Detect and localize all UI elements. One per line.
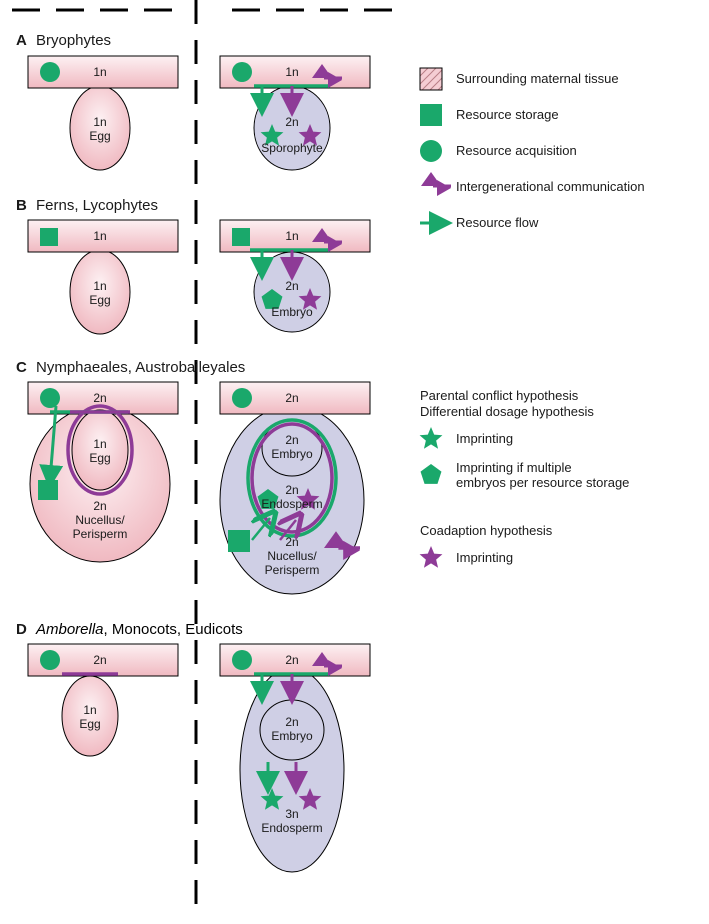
resource-acquisition-icon [232, 388, 252, 408]
legend-heading: Coadaption hypothesis [420, 523, 553, 538]
tissue-label: 2n [93, 499, 106, 513]
resource-acquisition-icon [40, 650, 60, 670]
tissue-label: 1n [93, 115, 106, 129]
tissue-label: Embryo [271, 729, 313, 743]
tissue-label: Perisperm [265, 563, 320, 577]
legend-row: Imprinting [420, 427, 513, 449]
legend-label: embryos per resource storage [456, 475, 629, 490]
tissue-label: Embryo [271, 447, 313, 461]
legend-row: Surrounding maternal tissue [420, 68, 619, 90]
legend-label: Intergenerational communication [456, 179, 645, 194]
resource-storage-icon [420, 104, 442, 126]
ploidy-label: 2n [93, 653, 106, 667]
legend-label: Resource acquisition [456, 143, 577, 158]
legend-label: Surrounding maternal tissue [456, 71, 619, 86]
panel-B-title: Ferns, Lycophytes [36, 197, 158, 214]
resource-storage-icon [40, 228, 58, 246]
panel-B-letter: B [16, 197, 27, 214]
maternal-tissue-icon [420, 68, 442, 90]
ploidy-label: 2n [93, 391, 106, 405]
legend-label: Imprinting [456, 431, 513, 446]
tissue-label: Nucellus/ [75, 513, 125, 527]
panel-A-right: 1n 2n Sporophyte [220, 56, 370, 170]
tissue-label: Sporophyte [261, 141, 323, 155]
tissue-label: 2n [285, 715, 298, 729]
panel-A-left: 1n1nEgg [28, 56, 178, 170]
panel-D-right: 2n2nEmbryo3nEndosperm [220, 644, 370, 872]
imprinting-pentagon-icon [421, 464, 442, 484]
legend-label: Imprinting if multiple [456, 460, 572, 475]
panel-D-letter: D [16, 621, 27, 638]
legend-row: Imprinting [420, 546, 513, 568]
ploidy-label: 2n [285, 653, 298, 667]
resource-storage-icon [38, 480, 58, 500]
resource-storage-icon [228, 530, 250, 552]
resource-acquisition-icon [40, 388, 60, 408]
panel-C-left: 2n1nEgg2nNucellus/Perisperm [28, 382, 178, 562]
legend-label: Resource flow [456, 215, 539, 230]
ploidy-label: 1n [93, 65, 106, 79]
tissue-label: 2n [285, 483, 298, 497]
imprinting-star-icon [420, 427, 443, 449]
resource-storage-icon [232, 228, 250, 246]
tissue-label: Endosperm [261, 821, 322, 835]
tissue-label: Nucellus/ [267, 549, 317, 563]
tissue-label: Egg [89, 451, 110, 465]
legend-row: Resource acquisition [420, 140, 577, 162]
tissue-label: 2n [285, 115, 298, 129]
imprinting-star-icon [420, 546, 443, 568]
panel-A-letter: A [16, 32, 27, 49]
legend-row: Imprinting if multipleembryos per resour… [421, 460, 630, 490]
tissue-label: Egg [89, 293, 110, 307]
tissue-label: Perisperm [73, 527, 128, 541]
panel-D-title: Amborella, Monocots, Eudicots [35, 621, 243, 638]
tissue-label: 2n [285, 535, 298, 549]
panel-B-right: 1n 2n Embryo [220, 220, 370, 332]
tissue-label: Endosperm [261, 497, 322, 511]
ploidy-label: 2n [285, 391, 298, 405]
resource-acquisition-icon [232, 62, 252, 82]
panel-B-left: 1n1nEgg [28, 220, 178, 334]
panel-A-title: Bryophytes [36, 32, 111, 49]
panel-C-letter: C [16, 359, 27, 376]
ploidy-label: 1n [93, 229, 106, 243]
tissue-label: 3n [285, 807, 298, 821]
tissue-label: 1n [83, 703, 96, 717]
tissue-label: 2n [285, 433, 298, 447]
legend-row: Resource flow [420, 215, 539, 230]
resource-acquisition-icon [232, 650, 252, 670]
ploidy-label: 1n [285, 65, 298, 79]
resource-acquisition-icon [420, 140, 442, 162]
tissue-label: Embryo [271, 305, 313, 319]
panel-C-title: Nymphaeales, Austrobaileyales [36, 359, 245, 376]
legend-label: Resource storage [456, 107, 559, 122]
tissue-label: 2n [285, 279, 298, 293]
legend-heading: Parental conflict hypothesis [420, 388, 579, 403]
ploidy-label: 1n [285, 229, 298, 243]
tissue-label: Egg [89, 129, 110, 143]
panel-C-right: 2n2nNucellus/Perisperm2nEmbryo2nEndosper… [220, 382, 370, 594]
legend-row: Resource storage [420, 104, 559, 126]
tissue-label: Egg [79, 717, 100, 731]
legend-row: Intergenerational communication [421, 172, 645, 196]
resource-acquisition-icon [40, 62, 60, 82]
diagram-canvas: ABryophytes1n1nEgg1n2nSporophyteBFerns, … [0, 0, 709, 924]
panel-D-left: 2n 1nEgg [28, 644, 178, 756]
legend-heading: Differential dosage hypothesis [420, 404, 594, 419]
legend-label: Imprinting [456, 550, 513, 565]
tissue-label: 1n [93, 279, 106, 293]
tissue-label: 1n [93, 437, 106, 451]
